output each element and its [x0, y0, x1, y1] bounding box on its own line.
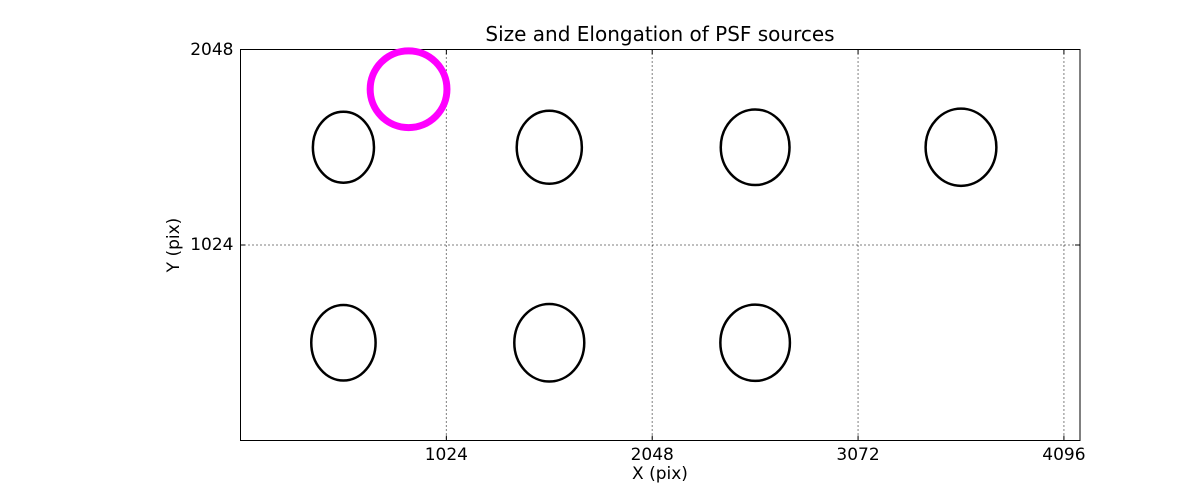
x-axis-label: X (pix) [632, 464, 688, 484]
chart-title: Size and Elongation of PSF sources [485, 22, 835, 46]
psf-ellipse [924, 107, 998, 188]
psf-ellipse [311, 110, 376, 185]
psf-ellipse [719, 108, 791, 187]
y-tick-label: 2048 [190, 39, 234, 60]
psf-ellipse [719, 303, 792, 383]
x-tick-label: 1024 [424, 445, 468, 465]
x-tick-label: 2048 [630, 445, 674, 465]
y-tick-label: 1024 [190, 235, 234, 255]
x-tick-label: 4096 [1042, 445, 1086, 465]
outlier-ellipse [366, 47, 451, 132]
y-axis-label: Y (pix) [164, 217, 184, 273]
psf-ellipse [310, 303, 377, 382]
x-tick-label: 3072 [836, 445, 880, 465]
psf-ellipse [515, 109, 584, 185]
plot-box [240, 49, 1081, 441]
psf-ellipse [513, 302, 586, 383]
